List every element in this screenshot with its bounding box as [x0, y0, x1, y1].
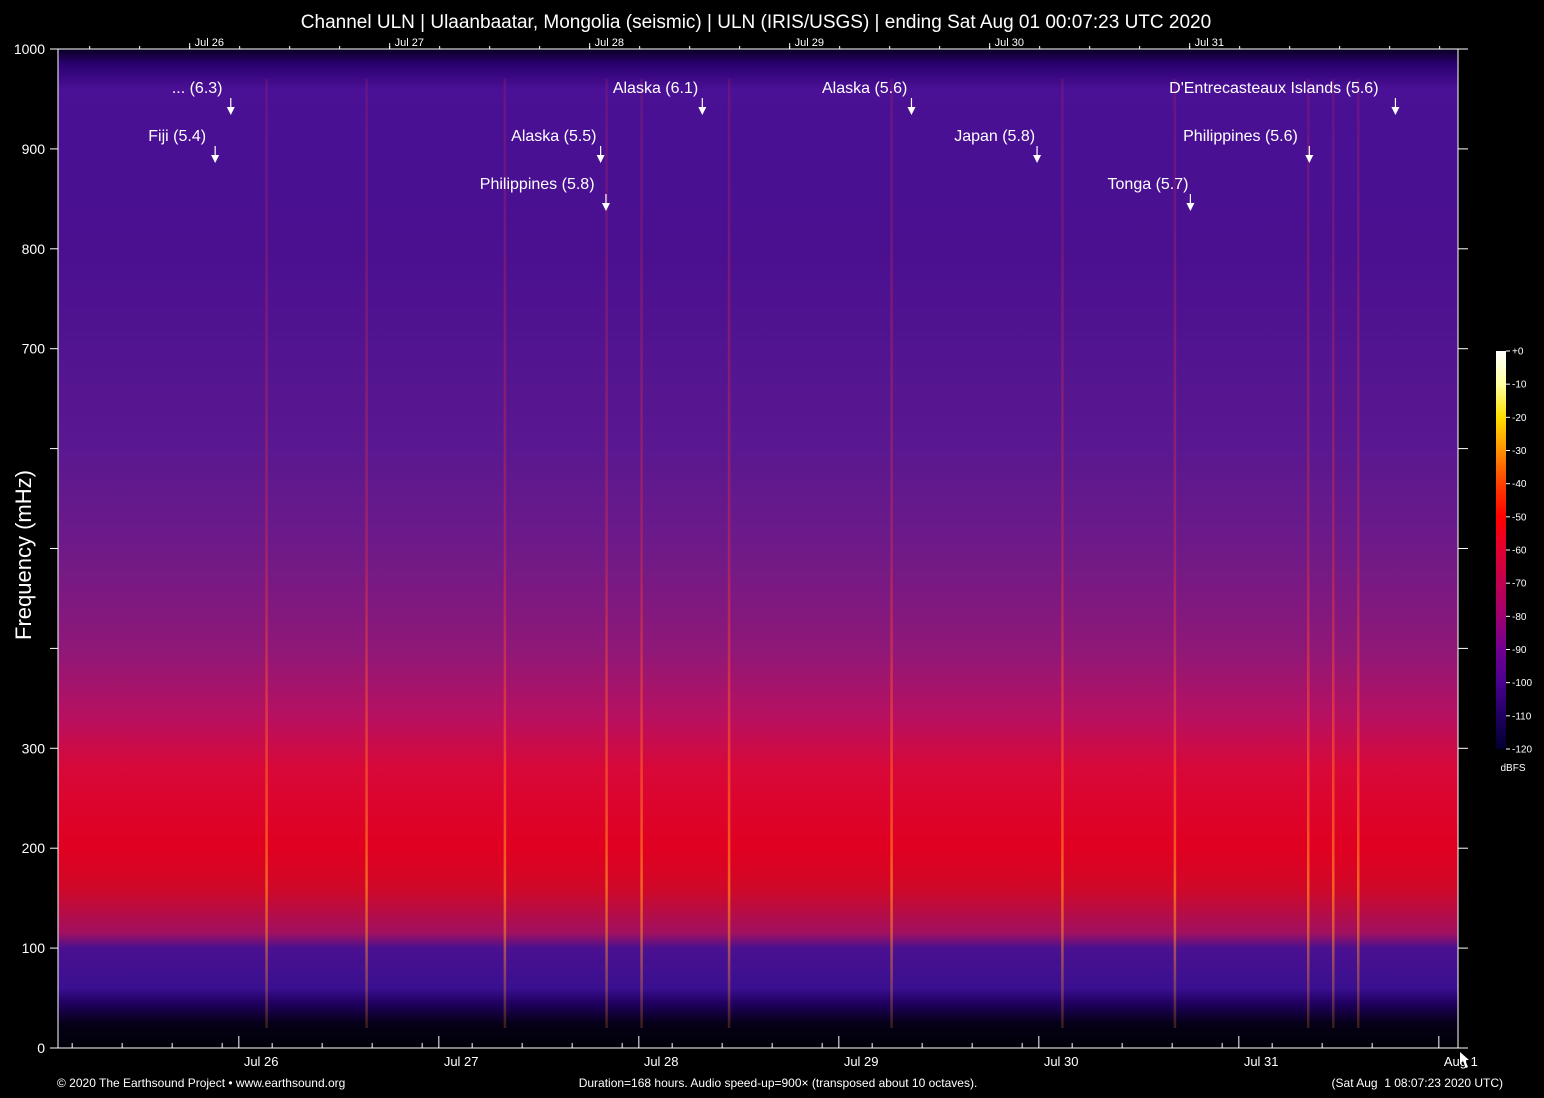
x-top-tick-label: Jul 29	[795, 37, 824, 49]
event-annotation: D'Entrecasteaux Islands (5.6)	[1169, 80, 1400, 115]
quake-streak	[1332, 78, 1335, 1029]
x-tick-label: Jul 31	[1244, 1054, 1279, 1069]
y-tick-label: 800	[22, 241, 46, 257]
event-label: D'Entrecasteaux Islands (5.6)	[1169, 80, 1378, 97]
event-arrow-icon	[1305, 155, 1314, 163]
colorbar-tick-label: -10	[1512, 380, 1527, 391]
quake-streak	[890, 78, 893, 1029]
x-tick-label: Jul 30	[1044, 1054, 1079, 1069]
spectrogram-image	[58, 49, 1458, 1048]
colorbar-unit: dBFS	[1500, 763, 1525, 774]
cursor-arrow-icon	[1460, 1052, 1469, 1068]
quake-streak	[365, 78, 368, 1029]
event-label: Philippines (5.6)	[1183, 128, 1298, 145]
x-axis-top: Jul 26 Jul 27 Jul 28 Jul 29 Jul 30 Jul 31	[89, 37, 1441, 49]
y-tick-label: 900	[22, 141, 46, 157]
event-arrow-icon	[601, 203, 610, 211]
quake-streak	[727, 78, 731, 1029]
event-annotation: Alaska (5.6)	[822, 80, 916, 115]
y-tick-label: 1000	[14, 41, 45, 57]
colorbar-tick-label: -80	[1512, 612, 1527, 623]
event-arrow-icon	[226, 107, 235, 115]
event-label: Alaska (5.5)	[511, 128, 596, 145]
event-label: Fiji (5.4)	[148, 128, 206, 145]
y-tick-label: 100	[22, 940, 46, 956]
y-tick-label: 700	[22, 341, 46, 357]
colorbar-tick-label: -20	[1512, 413, 1527, 424]
chart-title: Channel ULN | Ulaanbaatar, Mongolia (sei…	[301, 12, 1211, 33]
colorbar-tick-label: -40	[1512, 479, 1527, 490]
quake-streak	[640, 78, 643, 1029]
quake-streak	[1061, 78, 1064, 1029]
y-tick-label: 200	[22, 840, 46, 856]
colorbar-legend: dBFS +0 -10 -20 -30 -40 -50 -60 -70 -80 -90 -100 -1…	[1496, 347, 1532, 774]
event-annotation: Philippines (5.6)	[1183, 128, 1314, 163]
event-annotation: Japan (5.8)	[954, 128, 1042, 163]
event-label: ... (6.3)	[172, 80, 223, 97]
x-top-tick-label: Jul 31	[1195, 37, 1224, 49]
y-tick-label: 0	[37, 1040, 45, 1056]
y-tick-label: 300	[22, 740, 46, 756]
y-axis: 0 100 200 300 700 800 900 1000	[14, 41, 1468, 1056]
x-tick-label: Jul 28	[644, 1054, 679, 1069]
colorbar-tick-label: -90	[1512, 645, 1527, 656]
footer-copyright: © 2020 The Earthsound Project • www.eart…	[57, 1076, 345, 1090]
event-arrow-icon	[596, 155, 605, 163]
colorbar-scale	[1496, 351, 1506, 749]
quake-streak	[1357, 78, 1360, 1029]
event-annotation: Alaska (6.1)	[613, 80, 707, 115]
event-label: Philippines (5.8)	[480, 176, 595, 193]
quake-streak	[1307, 78, 1310, 1029]
footer-timestamp: (Sat Aug 1 08:07:23 2020 UTC)	[1332, 1076, 1503, 1090]
quake-streak	[503, 78, 507, 1029]
event-arrow-icon	[1391, 107, 1400, 115]
x-top-tick-label: Jul 30	[995, 37, 1024, 49]
x-top-tick-label: Jul 26	[195, 37, 224, 49]
quake-streak	[1173, 78, 1177, 1029]
x-tick-label: Jul 27	[444, 1054, 479, 1069]
quake-streak	[265, 78, 268, 1029]
event-annotation: Alaska (5.5)	[511, 128, 605, 163]
colorbar-tick-label: -30	[1512, 446, 1527, 457]
quake-streak	[605, 78, 608, 1029]
event-annotation: Philippines (5.8)	[480, 176, 610, 211]
event-annotation: ... (6.3)	[172, 80, 235, 115]
event-annotations: ... (6.3) Fiji (5.4) Alaska (5.5) Philippin…	[148, 80, 1400, 211]
colorbar-tick-label: +0	[1512, 347, 1524, 358]
colorbar-tick-label: -50	[1512, 512, 1527, 523]
footer-duration: Duration=168 hours. Audio speed-up=900× …	[579, 1076, 978, 1090]
event-label: Alaska (5.6)	[822, 80, 907, 97]
event-arrow-icon	[211, 155, 220, 163]
event-arrow-icon	[907, 107, 916, 115]
colorbar-tick-label: -110	[1512, 711, 1532, 722]
colorbar-tick-label: -100	[1512, 678, 1532, 689]
x-tick-label: Jul 26	[244, 1054, 279, 1069]
event-label: Tonga (5.7)	[1108, 176, 1189, 193]
event-annotation: Tonga (5.7)	[1108, 176, 1195, 211]
event-arrow-icon	[1186, 203, 1195, 211]
quake-streaks	[265, 78, 1360, 1029]
x-top-tick-label: Jul 27	[395, 37, 424, 49]
event-arrow-icon	[698, 107, 707, 115]
event-annotation: Fiji (5.4)	[148, 128, 220, 163]
x-tick-label: Jul 29	[844, 1054, 879, 1069]
event-label: Japan (5.8)	[954, 128, 1035, 145]
x-top-tick-label: Jul 28	[595, 37, 624, 49]
event-arrow-icon	[1033, 155, 1042, 163]
colorbar-tick-label: -60	[1512, 546, 1527, 557]
colorbar-tick-label: -120	[1512, 745, 1532, 756]
event-label: Alaska (6.1)	[613, 80, 698, 97]
y-axis-label: Frequency (mHz)	[11, 470, 36, 640]
colorbar-tick-label: -70	[1512, 579, 1527, 590]
